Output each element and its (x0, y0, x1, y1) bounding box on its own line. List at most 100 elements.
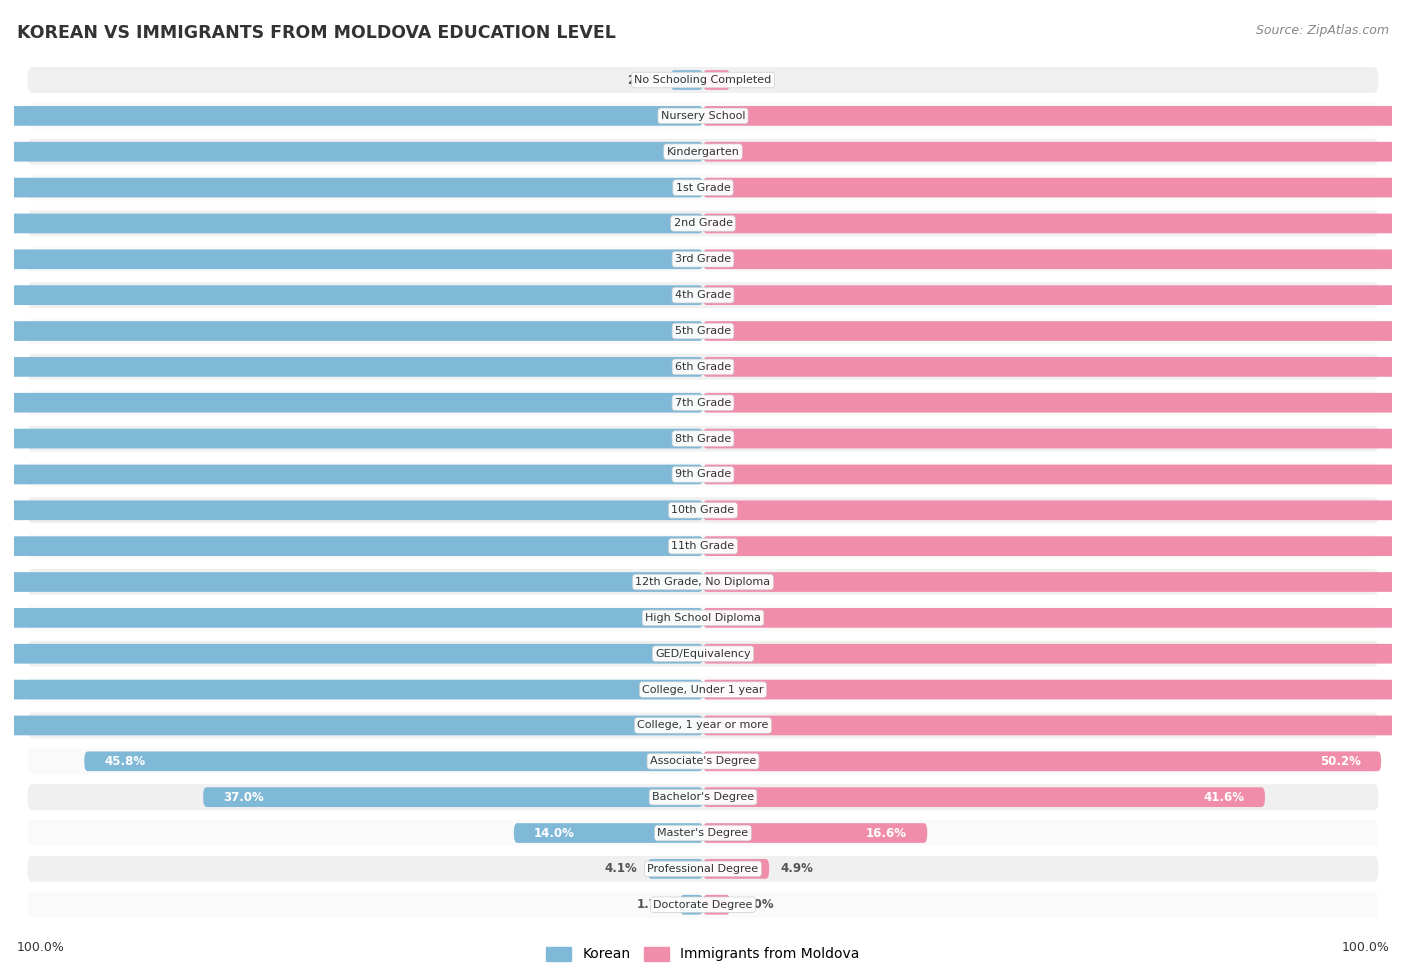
FancyBboxPatch shape (28, 497, 1378, 524)
FancyBboxPatch shape (703, 464, 1406, 485)
FancyBboxPatch shape (28, 318, 1378, 344)
Text: 12th Grade, No Diploma: 12th Grade, No Diploma (636, 577, 770, 587)
FancyBboxPatch shape (28, 211, 1378, 236)
Text: 4th Grade: 4th Grade (675, 291, 731, 300)
FancyBboxPatch shape (703, 321, 1406, 341)
FancyBboxPatch shape (703, 716, 1406, 735)
FancyBboxPatch shape (28, 856, 1378, 881)
Text: 45.8%: 45.8% (104, 755, 146, 767)
FancyBboxPatch shape (0, 572, 703, 592)
FancyBboxPatch shape (28, 282, 1378, 308)
Text: 100.0%: 100.0% (1341, 941, 1389, 954)
FancyBboxPatch shape (0, 464, 703, 485)
FancyBboxPatch shape (703, 357, 1406, 376)
FancyBboxPatch shape (28, 533, 1378, 559)
FancyBboxPatch shape (703, 500, 1406, 521)
FancyBboxPatch shape (0, 393, 703, 412)
Text: Bachelor's Degree: Bachelor's Degree (652, 792, 754, 802)
FancyBboxPatch shape (28, 820, 1378, 846)
FancyBboxPatch shape (0, 321, 703, 341)
Text: 2.4%: 2.4% (627, 73, 659, 87)
FancyBboxPatch shape (0, 142, 703, 162)
FancyBboxPatch shape (28, 569, 1378, 595)
FancyBboxPatch shape (703, 142, 1406, 162)
FancyBboxPatch shape (703, 250, 1406, 269)
Text: High School Diploma: High School Diploma (645, 613, 761, 623)
Text: 5th Grade: 5th Grade (675, 326, 731, 336)
Text: College, Under 1 year: College, Under 1 year (643, 684, 763, 694)
Text: 100.0%: 100.0% (17, 941, 65, 954)
FancyBboxPatch shape (28, 892, 1378, 917)
FancyBboxPatch shape (28, 677, 1378, 703)
FancyBboxPatch shape (0, 680, 703, 699)
FancyBboxPatch shape (703, 752, 1381, 771)
FancyBboxPatch shape (0, 250, 703, 269)
FancyBboxPatch shape (703, 572, 1406, 592)
FancyBboxPatch shape (0, 716, 703, 735)
FancyBboxPatch shape (28, 426, 1378, 451)
Text: College, 1 year or more: College, 1 year or more (637, 721, 769, 730)
FancyBboxPatch shape (28, 354, 1378, 380)
Text: 16.6%: 16.6% (866, 827, 907, 839)
Text: 4.9%: 4.9% (780, 862, 813, 876)
FancyBboxPatch shape (703, 536, 1406, 556)
FancyBboxPatch shape (648, 859, 703, 878)
FancyBboxPatch shape (0, 429, 703, 448)
FancyBboxPatch shape (703, 214, 1406, 233)
FancyBboxPatch shape (703, 393, 1406, 412)
FancyBboxPatch shape (28, 103, 1378, 129)
FancyBboxPatch shape (703, 286, 1406, 305)
FancyBboxPatch shape (513, 823, 703, 842)
Text: 50.2%: 50.2% (1320, 755, 1361, 767)
FancyBboxPatch shape (28, 713, 1378, 738)
FancyBboxPatch shape (0, 500, 703, 521)
Text: Source: ZipAtlas.com: Source: ZipAtlas.com (1256, 24, 1389, 37)
FancyBboxPatch shape (28, 67, 1378, 93)
FancyBboxPatch shape (28, 604, 1378, 631)
FancyBboxPatch shape (703, 859, 769, 878)
FancyBboxPatch shape (0, 536, 703, 556)
FancyBboxPatch shape (671, 70, 703, 90)
FancyBboxPatch shape (28, 175, 1378, 201)
FancyBboxPatch shape (703, 787, 1265, 807)
Text: Kindergarten: Kindergarten (666, 146, 740, 157)
Legend: Korean, Immigrants from Moldova: Korean, Immigrants from Moldova (541, 941, 865, 967)
FancyBboxPatch shape (28, 749, 1378, 774)
Text: 41.6%: 41.6% (1204, 791, 1244, 803)
FancyBboxPatch shape (28, 641, 1378, 667)
Text: 2nd Grade: 2nd Grade (673, 218, 733, 228)
FancyBboxPatch shape (703, 680, 1406, 699)
Text: 2.0%: 2.0% (741, 898, 773, 912)
FancyBboxPatch shape (703, 895, 730, 915)
Text: 10th Grade: 10th Grade (672, 505, 734, 516)
Text: 3rd Grade: 3rd Grade (675, 254, 731, 264)
Text: 2.0%: 2.0% (741, 73, 773, 87)
FancyBboxPatch shape (28, 247, 1378, 272)
Text: Master's Degree: Master's Degree (658, 828, 748, 838)
FancyBboxPatch shape (681, 895, 703, 915)
Text: 1st Grade: 1st Grade (676, 182, 730, 193)
Text: Doctorate Degree: Doctorate Degree (654, 900, 752, 910)
FancyBboxPatch shape (0, 357, 703, 376)
Text: 9th Grade: 9th Grade (675, 469, 731, 480)
FancyBboxPatch shape (28, 461, 1378, 488)
Text: KOREAN VS IMMIGRANTS FROM MOLDOVA EDUCATION LEVEL: KOREAN VS IMMIGRANTS FROM MOLDOVA EDUCAT… (17, 24, 616, 42)
FancyBboxPatch shape (703, 823, 927, 842)
Text: 7th Grade: 7th Grade (675, 398, 731, 408)
FancyBboxPatch shape (0, 286, 703, 305)
FancyBboxPatch shape (703, 644, 1406, 664)
FancyBboxPatch shape (28, 390, 1378, 415)
FancyBboxPatch shape (703, 70, 730, 90)
FancyBboxPatch shape (0, 644, 703, 664)
Text: 11th Grade: 11th Grade (672, 541, 734, 551)
Text: No Schooling Completed: No Schooling Completed (634, 75, 772, 85)
Text: 1.7%: 1.7% (637, 898, 669, 912)
Text: 14.0%: 14.0% (534, 827, 575, 839)
FancyBboxPatch shape (703, 177, 1406, 198)
FancyBboxPatch shape (28, 138, 1378, 165)
FancyBboxPatch shape (204, 787, 703, 807)
FancyBboxPatch shape (703, 608, 1406, 628)
FancyBboxPatch shape (0, 214, 703, 233)
FancyBboxPatch shape (703, 429, 1406, 448)
FancyBboxPatch shape (28, 784, 1378, 810)
